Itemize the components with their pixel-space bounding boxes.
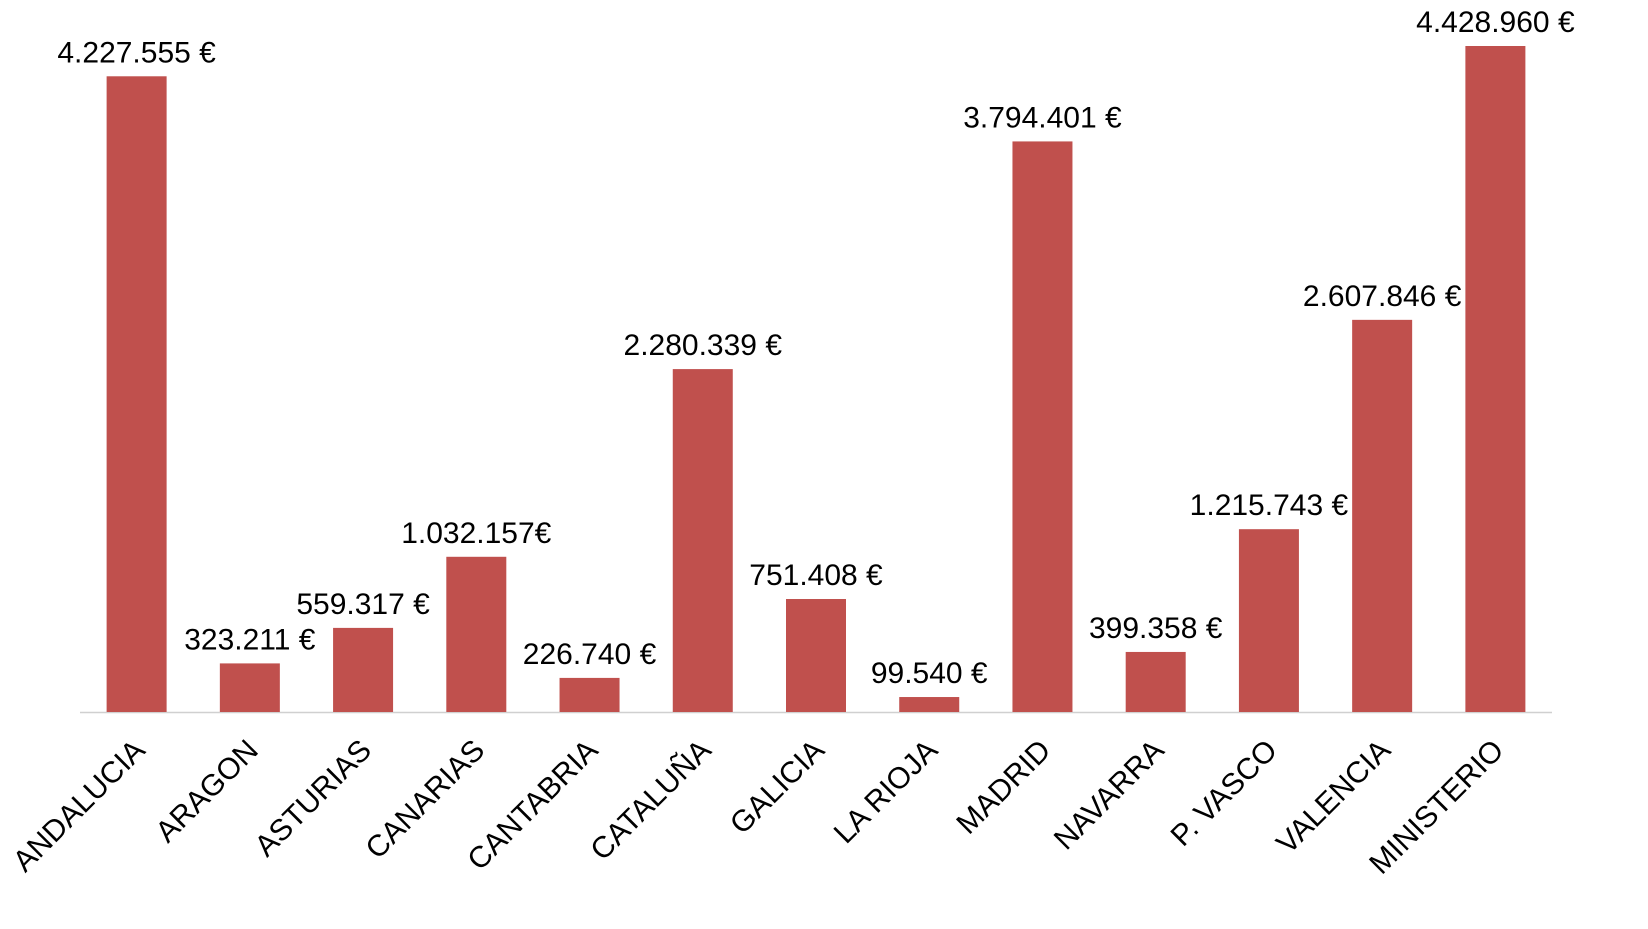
bar (446, 556, 507, 712)
bar (1125, 651, 1186, 712)
x-tick-label: MADRID (950, 734, 1057, 841)
x-tick-label: NAVARRA (1048, 734, 1171, 857)
data-label: 226.740 € (523, 638, 657, 671)
bar (786, 599, 846, 712)
x-tick-label: ANDALUCIA (7, 734, 152, 879)
data-label: 751.408 € (749, 559, 883, 592)
x-tick-label: ASTURIAS (249, 734, 378, 863)
x-tick-label: CATALUÑA (584, 733, 718, 867)
data-label: 2.607.846 € (1303, 280, 1462, 313)
data-label: 3.794.401 € (963, 101, 1122, 134)
bar (333, 627, 394, 712)
data-label: 1.215.743 € (1190, 489, 1349, 522)
bar (106, 76, 167, 712)
bar (1465, 46, 1526, 712)
bar (899, 697, 960, 712)
data-label: 4.428.960 € (1416, 6, 1575, 39)
x-tick-label: P. VASCO (1165, 734, 1284, 853)
bar (1238, 529, 1299, 712)
data-label: 99.540 € (871, 657, 988, 690)
bar (559, 677, 620, 712)
bar (672, 369, 733, 712)
data-label: 1.032.157€ (401, 517, 551, 550)
bar (219, 663, 280, 712)
data-label: 4.227.555 € (57, 36, 216, 69)
bar (1352, 319, 1413, 712)
x-tick-label: GALICIA (724, 734, 831, 841)
data-label: 2.280.339 € (624, 329, 783, 362)
bar (1012, 141, 1073, 712)
data-label: 399.358 € (1089, 612, 1223, 645)
data-label: 559.317 € (296, 588, 430, 621)
data-label: 323.211 € (184, 623, 316, 656)
x-tick-label: ARAGON (150, 734, 265, 849)
x-tick-label: LA RIOJA (828, 734, 944, 850)
